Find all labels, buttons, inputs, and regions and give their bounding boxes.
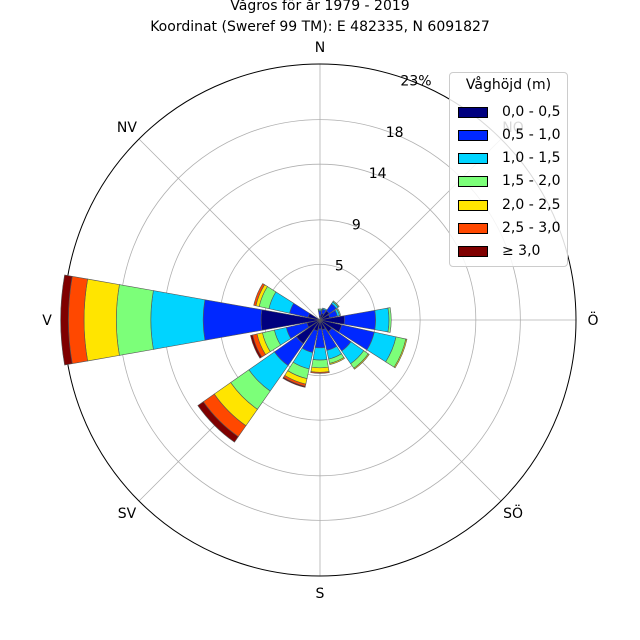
rose-sector-segment xyxy=(393,338,408,369)
legend-swatch xyxy=(458,200,488,211)
rose-sector-segment xyxy=(253,283,266,307)
legend-item: 0,5 - 1,0 xyxy=(458,127,566,145)
legend-item: ≥ 3,0 xyxy=(458,243,566,261)
rose-sector-segment xyxy=(329,357,345,365)
rose-sector-segment xyxy=(353,353,370,370)
direction-label: NV xyxy=(117,120,137,136)
rose-sector-segment xyxy=(150,290,206,350)
rose-sector-segment xyxy=(322,307,327,312)
legend-label: 0,5 - 1,0 xyxy=(502,127,561,143)
direction-label: V xyxy=(42,313,52,329)
legend-label: 2,0 - 2,5 xyxy=(502,197,561,213)
rose-sector-segment xyxy=(387,307,392,333)
rose-sector-segment xyxy=(250,334,263,359)
rose-sector-segment xyxy=(310,366,330,373)
rose-sectors xyxy=(60,274,408,443)
rose-sector-segment xyxy=(336,308,342,317)
rose-sector-segment xyxy=(312,347,328,361)
legend-label: 1,5 - 2,0 xyxy=(502,173,561,189)
legend-label: 2,5 - 3,0 xyxy=(502,220,561,236)
grid-spoke xyxy=(138,138,321,321)
rose-sector-segment xyxy=(310,371,330,374)
legend-item: 0,0 - 0,5 xyxy=(458,104,566,122)
rose-sector-segment xyxy=(202,299,263,341)
legend-item: 2,0 - 2,5 xyxy=(458,197,566,215)
legend-swatch xyxy=(458,107,488,118)
legend-title: Våghöjd (m) xyxy=(465,77,552,93)
legend-item: 1,5 - 2,0 xyxy=(458,173,566,191)
rose-sector-segment xyxy=(83,278,120,362)
radial-tick-label: 23% xyxy=(400,73,431,89)
legend-item: 2,5 - 3,0 xyxy=(458,220,566,238)
rose-sector-segment xyxy=(374,307,390,333)
rose-sector-segment xyxy=(197,401,239,443)
radial-tick-label: 5 xyxy=(335,259,344,275)
legend-swatch xyxy=(458,223,488,234)
chart-title: Vågros för år 1979 - 2019 xyxy=(230,0,410,14)
rose-sector-segment xyxy=(60,274,73,366)
chart-subtitle: Koordinat (Sweref 99 TM): E 482335, N 60… xyxy=(150,19,490,35)
radial-tick-label: 9 xyxy=(352,217,361,233)
legend-swatch xyxy=(458,176,488,187)
direction-label: N xyxy=(315,40,325,56)
direction-label: SÖ xyxy=(503,504,523,522)
direction-label: Ö xyxy=(587,311,598,329)
radial-tick-label: 18 xyxy=(386,125,404,141)
rose-sector-segment xyxy=(311,359,329,369)
radial-tick-label: 14 xyxy=(369,166,387,182)
legend-item: 1,0 - 1,5 xyxy=(458,150,566,168)
rose-sector-segment xyxy=(332,300,340,308)
legend-label: ≥ 3,0 xyxy=(502,243,541,259)
direction-label: S xyxy=(316,586,325,602)
legend-label: 1,0 - 1,5 xyxy=(502,150,561,166)
axis-labels: NNOÖSÖSSVVNV59141823% xyxy=(42,40,598,602)
direction-label: SV xyxy=(118,506,137,522)
legend: Våghöjd (m) 0,0 - 0,5 0,5 - 1,0 1,0 - 1,… xyxy=(449,72,568,267)
rose-sector-segment xyxy=(282,376,306,388)
legend-swatch xyxy=(458,153,488,164)
legend-label: 0,0 - 0,5 xyxy=(502,104,561,120)
legend-swatch xyxy=(458,246,488,257)
legend-swatch xyxy=(458,130,488,141)
rose-sector-segment xyxy=(116,284,154,356)
rose-sector-segment xyxy=(317,308,323,311)
